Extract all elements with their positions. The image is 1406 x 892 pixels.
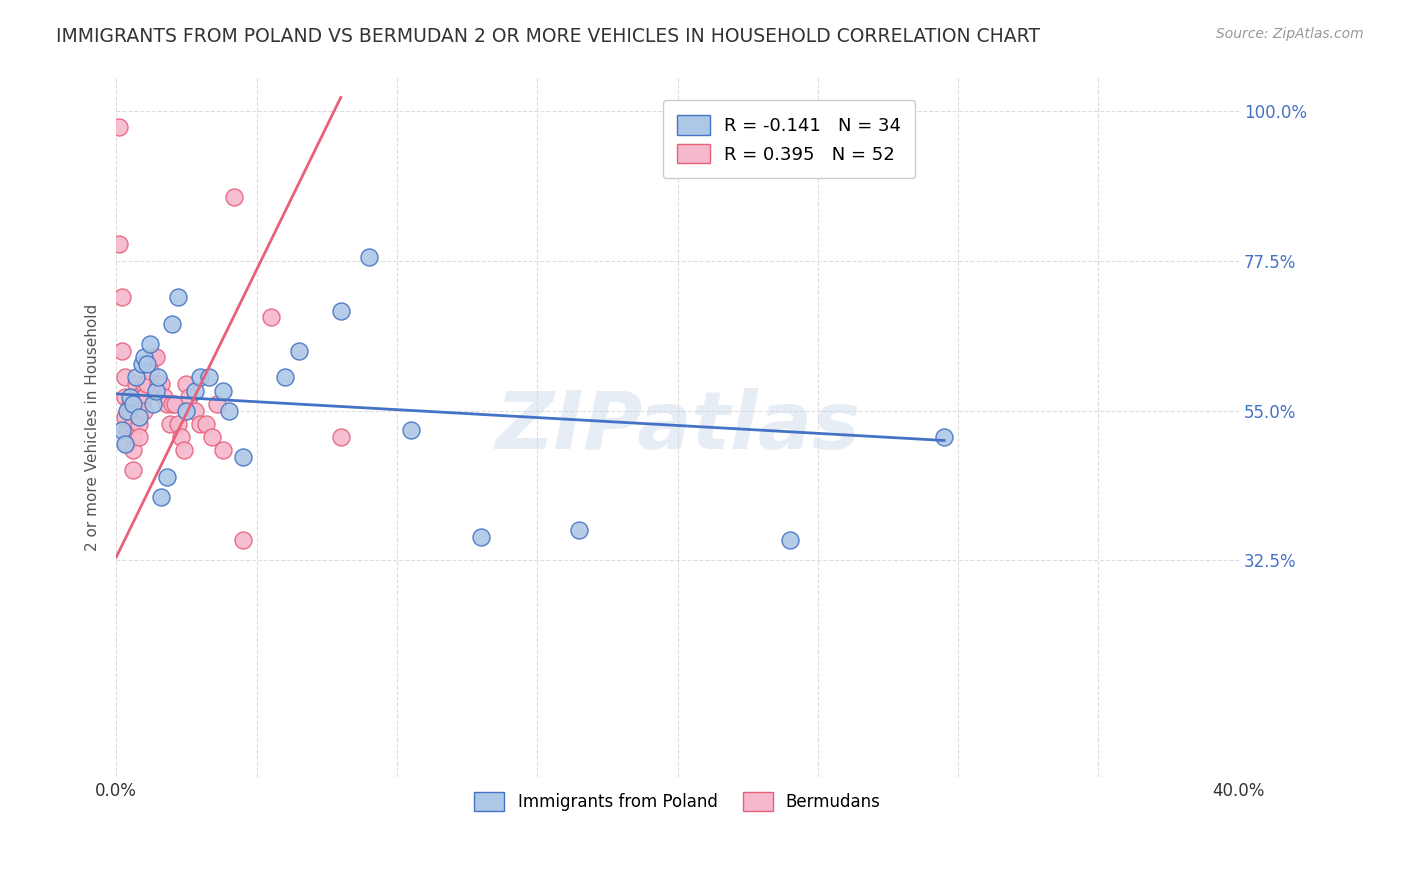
Point bbox=[190, 370, 212, 384]
Point bbox=[167, 290, 190, 304]
Point bbox=[198, 370, 221, 384]
Point bbox=[125, 390, 148, 404]
Point bbox=[159, 417, 181, 431]
Point bbox=[190, 417, 212, 431]
Point bbox=[131, 357, 153, 371]
Point bbox=[145, 384, 167, 398]
Point bbox=[153, 390, 176, 404]
Point bbox=[173, 443, 195, 458]
Point bbox=[128, 397, 150, 411]
Point bbox=[117, 424, 139, 438]
Point bbox=[329, 303, 352, 318]
Point bbox=[150, 376, 173, 391]
Point bbox=[125, 376, 148, 391]
Point bbox=[232, 533, 254, 548]
Point bbox=[156, 470, 179, 484]
Point bbox=[176, 376, 198, 391]
Point bbox=[134, 390, 156, 404]
Point bbox=[179, 390, 201, 404]
Point bbox=[259, 310, 281, 325]
Point bbox=[128, 417, 150, 431]
Point bbox=[184, 384, 207, 398]
Point bbox=[122, 417, 145, 431]
Text: ZIPatlas: ZIPatlas bbox=[495, 388, 860, 467]
Point bbox=[111, 424, 134, 438]
Point bbox=[134, 403, 156, 417]
Point bbox=[170, 430, 193, 444]
Point bbox=[122, 443, 145, 458]
Point bbox=[357, 250, 380, 264]
Point bbox=[136, 357, 159, 371]
Point bbox=[139, 363, 162, 377]
Point bbox=[212, 443, 235, 458]
Point bbox=[111, 290, 134, 304]
Point bbox=[114, 410, 136, 425]
Point bbox=[114, 370, 136, 384]
Point bbox=[148, 376, 170, 391]
Point bbox=[125, 403, 148, 417]
Point bbox=[201, 430, 224, 444]
Point bbox=[122, 463, 145, 477]
Text: IMMIGRANTS FROM POLAND VS BERMUDAN 2 OR MORE VEHICLES IN HOUSEHOLD CORRELATION C: IMMIGRANTS FROM POLAND VS BERMUDAN 2 OR … bbox=[56, 27, 1040, 45]
Point bbox=[117, 437, 139, 451]
Point bbox=[145, 350, 167, 364]
Point bbox=[120, 403, 142, 417]
Point bbox=[148, 370, 170, 384]
Text: Source: ZipAtlas.com: Source: ZipAtlas.com bbox=[1216, 27, 1364, 41]
Point bbox=[184, 403, 207, 417]
Point bbox=[142, 350, 165, 364]
Point bbox=[150, 490, 173, 504]
Point bbox=[195, 417, 218, 431]
Point bbox=[114, 437, 136, 451]
Point bbox=[136, 376, 159, 391]
Point bbox=[568, 524, 591, 538]
Point bbox=[224, 190, 246, 204]
Point bbox=[932, 430, 955, 444]
Y-axis label: 2 or more Vehicles in Household: 2 or more Vehicles in Household bbox=[86, 303, 100, 550]
Point bbox=[139, 337, 162, 351]
Point bbox=[114, 390, 136, 404]
Point bbox=[120, 390, 142, 404]
Point bbox=[162, 317, 184, 331]
Point bbox=[122, 397, 145, 411]
Point bbox=[470, 530, 492, 544]
Point bbox=[162, 397, 184, 411]
Point bbox=[207, 397, 229, 411]
Point bbox=[142, 397, 165, 411]
Point bbox=[287, 343, 309, 358]
Point bbox=[165, 397, 187, 411]
Point bbox=[399, 424, 422, 438]
Point bbox=[128, 410, 150, 425]
Point bbox=[176, 403, 198, 417]
Point bbox=[232, 450, 254, 464]
Point bbox=[167, 417, 190, 431]
Point bbox=[125, 370, 148, 384]
Point bbox=[108, 120, 131, 135]
Point bbox=[134, 350, 156, 364]
Point bbox=[156, 397, 179, 411]
Point bbox=[128, 430, 150, 444]
Point bbox=[273, 370, 295, 384]
Point bbox=[131, 397, 153, 411]
Point bbox=[120, 397, 142, 411]
Point bbox=[111, 343, 134, 358]
Point bbox=[134, 376, 156, 391]
Point bbox=[122, 430, 145, 444]
Legend: Immigrants from Poland, Bermudans: Immigrants from Poland, Bermudans bbox=[461, 779, 894, 824]
Point bbox=[779, 533, 801, 548]
Point bbox=[117, 403, 139, 417]
Point bbox=[218, 403, 240, 417]
Point bbox=[212, 384, 235, 398]
Point bbox=[120, 424, 142, 438]
Point bbox=[108, 237, 131, 252]
Point bbox=[329, 430, 352, 444]
